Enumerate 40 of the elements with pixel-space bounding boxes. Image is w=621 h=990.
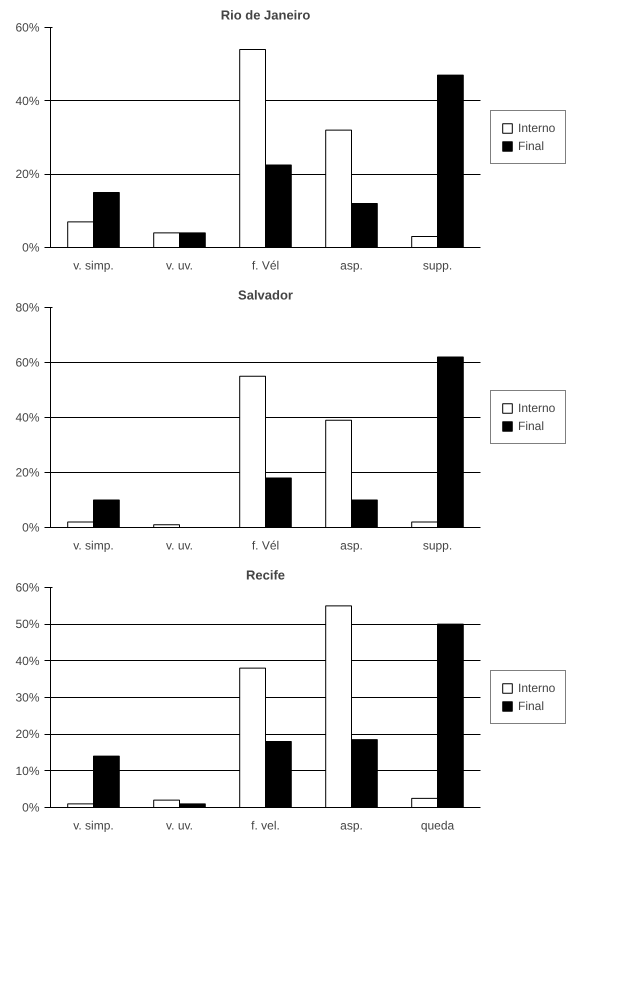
y-tick-label: 20%	[15, 167, 40, 182]
y-tick-label: 0%	[22, 800, 40, 814]
legend-label: Interno	[518, 121, 556, 135]
x-tick-label: queda	[420, 818, 455, 832]
x-tick-label: v. uv.	[166, 538, 193, 552]
legend-label: Final	[518, 699, 544, 713]
y-tick-label: 40%	[15, 94, 40, 108]
chart-title: Salvador	[238, 288, 293, 302]
x-tick-label: v. simp.	[73, 538, 114, 552]
y-tick-label: 80%	[15, 300, 40, 314]
x-tick-label: f. vel.	[251, 818, 280, 832]
y-tick-label: 50%	[15, 617, 40, 632]
y-tick-label: 0%	[22, 520, 40, 534]
x-tick-label: supp.	[422, 258, 452, 272]
x-tick-label: asp.	[340, 538, 363, 552]
legend-label: Interno	[518, 681, 556, 695]
y-tick-label: 40%	[15, 410, 40, 424]
x-tick-label: f. Vél	[252, 258, 280, 272]
y-tick-label: 20%	[15, 727, 40, 742]
legend-label: Final	[518, 419, 544, 433]
x-tick-label: v. simp.	[73, 258, 114, 272]
chart-title: Rio de Janeiro	[220, 8, 310, 22]
y-tick-label: 10%	[15, 764, 40, 778]
y-tick-label: 20%	[15, 466, 40, 480]
x-tick-label: v. simp.	[73, 818, 114, 832]
chart-title: Recife	[246, 568, 286, 582]
y-tick-label: 30%	[15, 690, 40, 704]
y-tick-label: 60%	[15, 580, 40, 594]
y-tick-label: 40%	[15, 654, 40, 668]
x-tick-label: asp.	[340, 818, 363, 832]
x-tick-label: asp.	[340, 258, 363, 272]
y-tick-label: 60%	[15, 356, 40, 370]
x-tick-label: v. uv.	[166, 258, 193, 272]
x-tick-label: v. uv.	[166, 818, 193, 832]
x-tick-label: supp.	[422, 538, 452, 552]
legend-label: Final	[518, 139, 544, 153]
y-tick-label: 60%	[15, 20, 40, 34]
legend-label: Interno	[518, 401, 556, 415]
x-tick-label: f. Vél	[252, 538, 280, 552]
y-tick-label: 0%	[22, 240, 40, 254]
